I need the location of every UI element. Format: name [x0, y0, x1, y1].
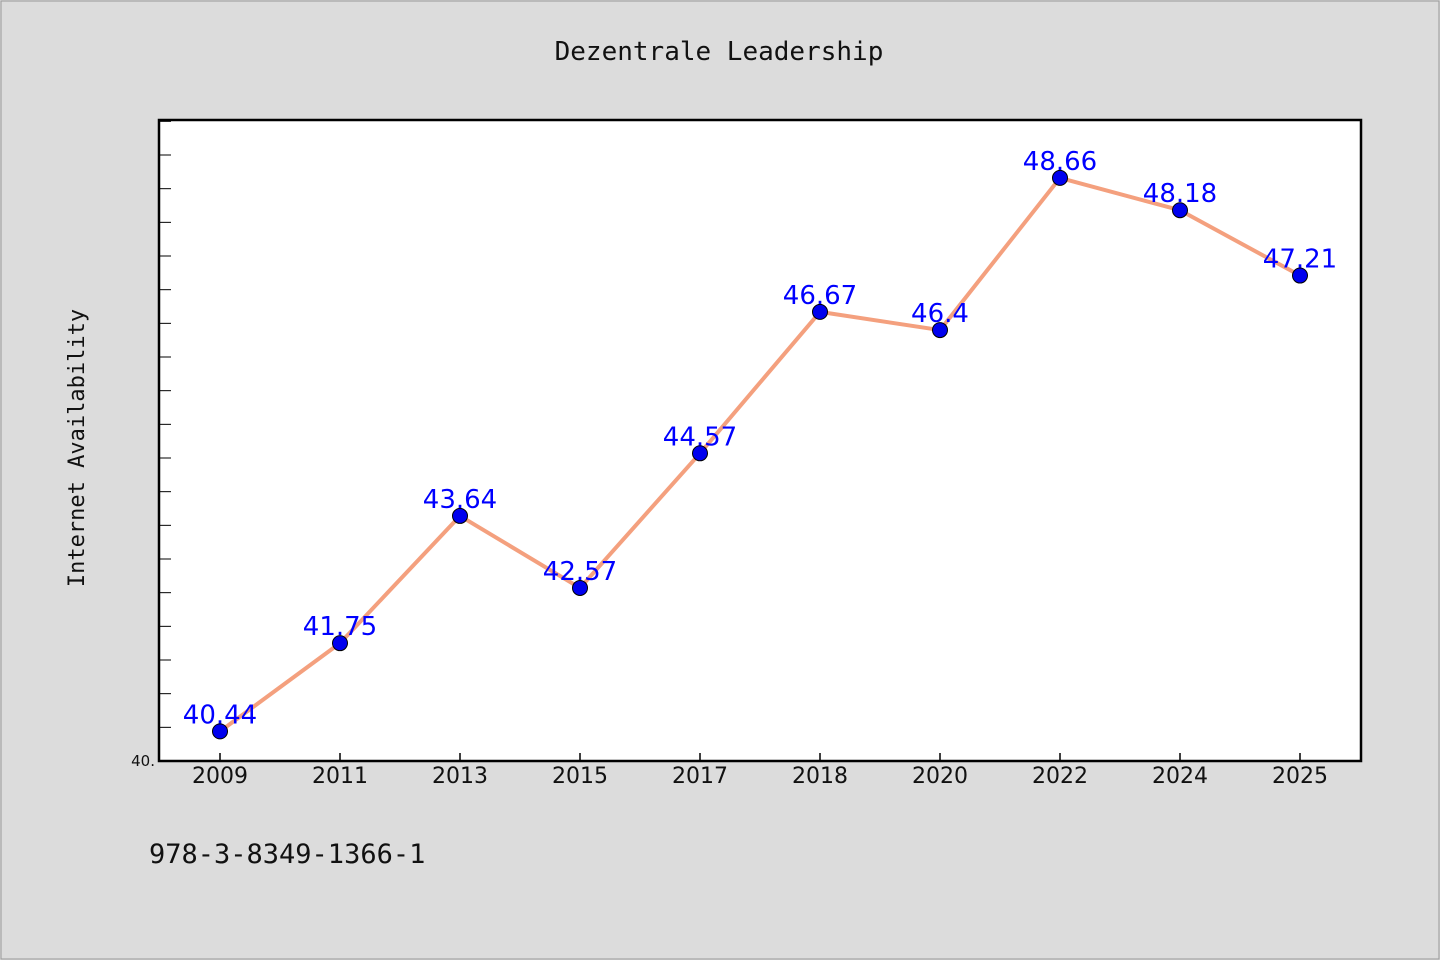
- plot-area: [159, 120, 1361, 761]
- series-line: [218, 175, 1301, 733]
- data-point: [692, 445, 708, 462]
- data-point: [332, 635, 348, 652]
- x-tick-label: 2022: [1032, 764, 1088, 789]
- x-tick-label: 2015: [552, 764, 608, 789]
- data-label: 47.21: [1263, 245, 1337, 275]
- y-axis-label: Internet Availability: [65, 309, 90, 587]
- data-point: [212, 723, 228, 740]
- chart-title: Dezentrale Leadership: [555, 37, 884, 67]
- x-axis-ticks: 2009 2011 2013 2015 2017 2018 2020 2022 2024 2025: [192, 753, 1328, 789]
- series-group: [212, 169, 1308, 740]
- data-point: [812, 303, 828, 320]
- data-point: [452, 507, 468, 524]
- data-point: [1172, 202, 1188, 219]
- data-label: 43.64: [423, 485, 497, 515]
- data-label: 46.4: [911, 299, 969, 329]
- plot-frame: [157, 118, 1363, 763]
- data-label: 48.66: [1023, 147, 1097, 177]
- x-tick-label: 2011: [312, 764, 368, 789]
- data-label: 42.57: [543, 557, 617, 587]
- isbn-footer: 978-3-8349-1366-1: [149, 839, 425, 870]
- data-label: 40.44: [183, 700, 257, 730]
- data-point: [1292, 267, 1308, 284]
- x-tick-label: 2025: [1272, 764, 1328, 789]
- data-label: 41.75: [303, 612, 377, 642]
- data-point: [932, 322, 948, 339]
- data-point: [1052, 169, 1068, 186]
- y-tick-label: 40.: [131, 752, 155, 770]
- data-label: 48.18: [1143, 179, 1217, 209]
- x-tick-label: 2009: [192, 764, 248, 789]
- data-point: [572, 579, 588, 596]
- data-label: 44.57: [663, 422, 737, 452]
- x-tick-label: 2018: [792, 764, 848, 789]
- data-label: 46.67: [783, 281, 857, 311]
- x-tick-label: 2020: [912, 764, 968, 789]
- x-tick-label: 2013: [432, 764, 488, 789]
- data-label-group: 40.44 41.75 43.64 42.57 44.57 46.67 46.4 48.66 4…: [183, 147, 1337, 730]
- x-tick-label: 2024: [1152, 764, 1208, 789]
- x-tick-label: 2017: [672, 764, 728, 789]
